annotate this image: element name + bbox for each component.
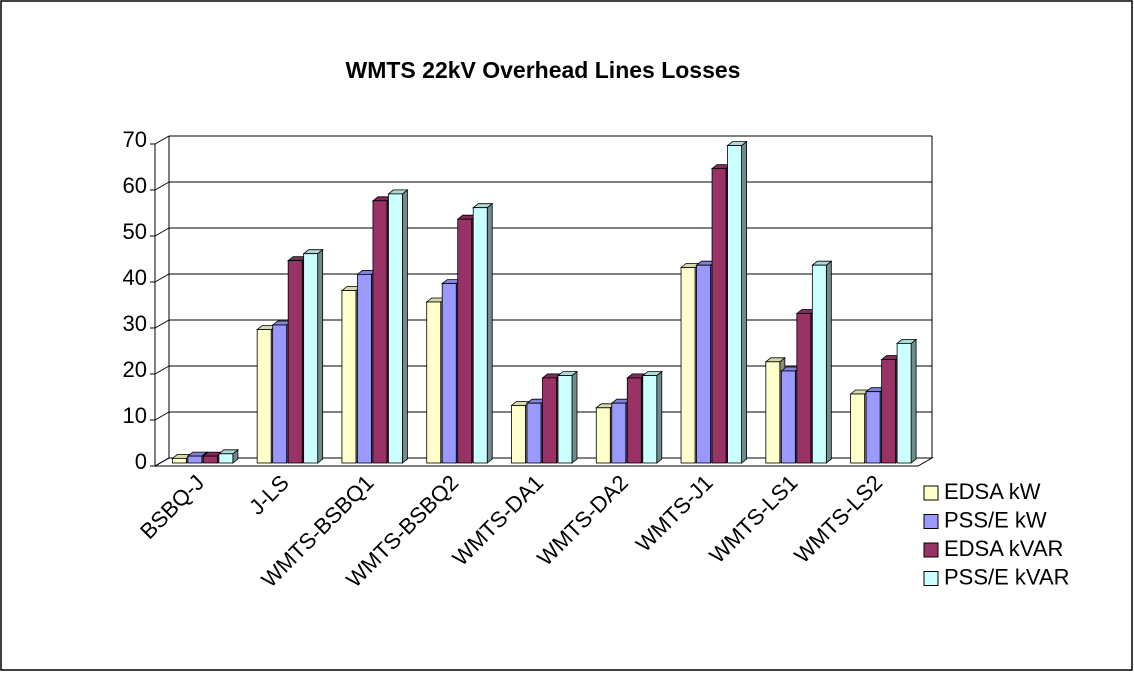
bar [426, 301, 442, 464]
bar [796, 313, 812, 464]
bar [256, 329, 272, 464]
grid-line [154, 181, 170, 191]
bar [388, 193, 403, 464]
bar [850, 393, 866, 464]
bar [727, 145, 742, 464]
legend-label: PSS/E kVAR [944, 564, 1070, 589]
bar [696, 264, 711, 464]
bar [511, 405, 526, 464]
chart-title: WMTS 22kV Overhead Lines Losses [346, 57, 741, 83]
grid-line [154, 273, 170, 283]
y-tick-label: 50 [123, 219, 147, 244]
bar [287, 260, 303, 464]
legend-label: EDSA kVAR [944, 536, 1063, 561]
bar [611, 402, 627, 464]
y-tick-label: 10 [123, 403, 147, 428]
bar [780, 370, 796, 464]
grid-line [154, 411, 170, 421]
y-tick-label: 20 [123, 357, 147, 382]
bar-side [402, 189, 408, 464]
bar [542, 377, 557, 464]
bar-side [910, 338, 917, 464]
bar-side [741, 140, 747, 464]
bar-side [656, 370, 663, 464]
grid-line [154, 227, 170, 237]
y-tick-label: 0 [135, 449, 147, 474]
bar-side [486, 202, 493, 464]
bar-side [317, 248, 324, 464]
bar [341, 290, 357, 464]
bar [457, 218, 473, 464]
y-tick-label: 40 [123, 265, 147, 290]
legend-swatch [923, 514, 939, 529]
bar [272, 324, 288, 464]
bar-side [825, 260, 832, 464]
bar [202, 455, 218, 464]
legend-swatch [923, 571, 939, 586]
bar [218, 453, 234, 464]
bar [595, 407, 611, 464]
bar [896, 342, 912, 464]
grid-line [154, 365, 170, 375]
grid-line [154, 319, 170, 329]
legend-label: EDSA kW [944, 479, 1041, 504]
bar [557, 375, 573, 464]
bar [881, 359, 897, 464]
bar [472, 207, 488, 464]
legend-swatch [923, 542, 939, 558]
bar [711, 168, 727, 464]
legend-label: PSS/E kW [944, 507, 1047, 532]
bar [811, 264, 827, 464]
bar-side [571, 370, 578, 464]
bar [357, 273, 372, 464]
y-tick-label: 30 [123, 311, 147, 336]
bar [642, 375, 658, 464]
bar [372, 200, 388, 464]
legend-swatch [923, 485, 939, 501]
bar [187, 455, 203, 464]
grid-line [154, 135, 170, 145]
y-tick-label: 70 [123, 127, 147, 152]
bar [765, 361, 781, 464]
grid-line [154, 457, 170, 467]
bar [171, 457, 187, 464]
bar [865, 391, 881, 464]
bar [303, 253, 319, 464]
y-tick-label: 60 [123, 173, 147, 198]
bar [626, 377, 642, 464]
bar [526, 402, 542, 464]
bar [680, 267, 696, 464]
bar [441, 283, 457, 464]
